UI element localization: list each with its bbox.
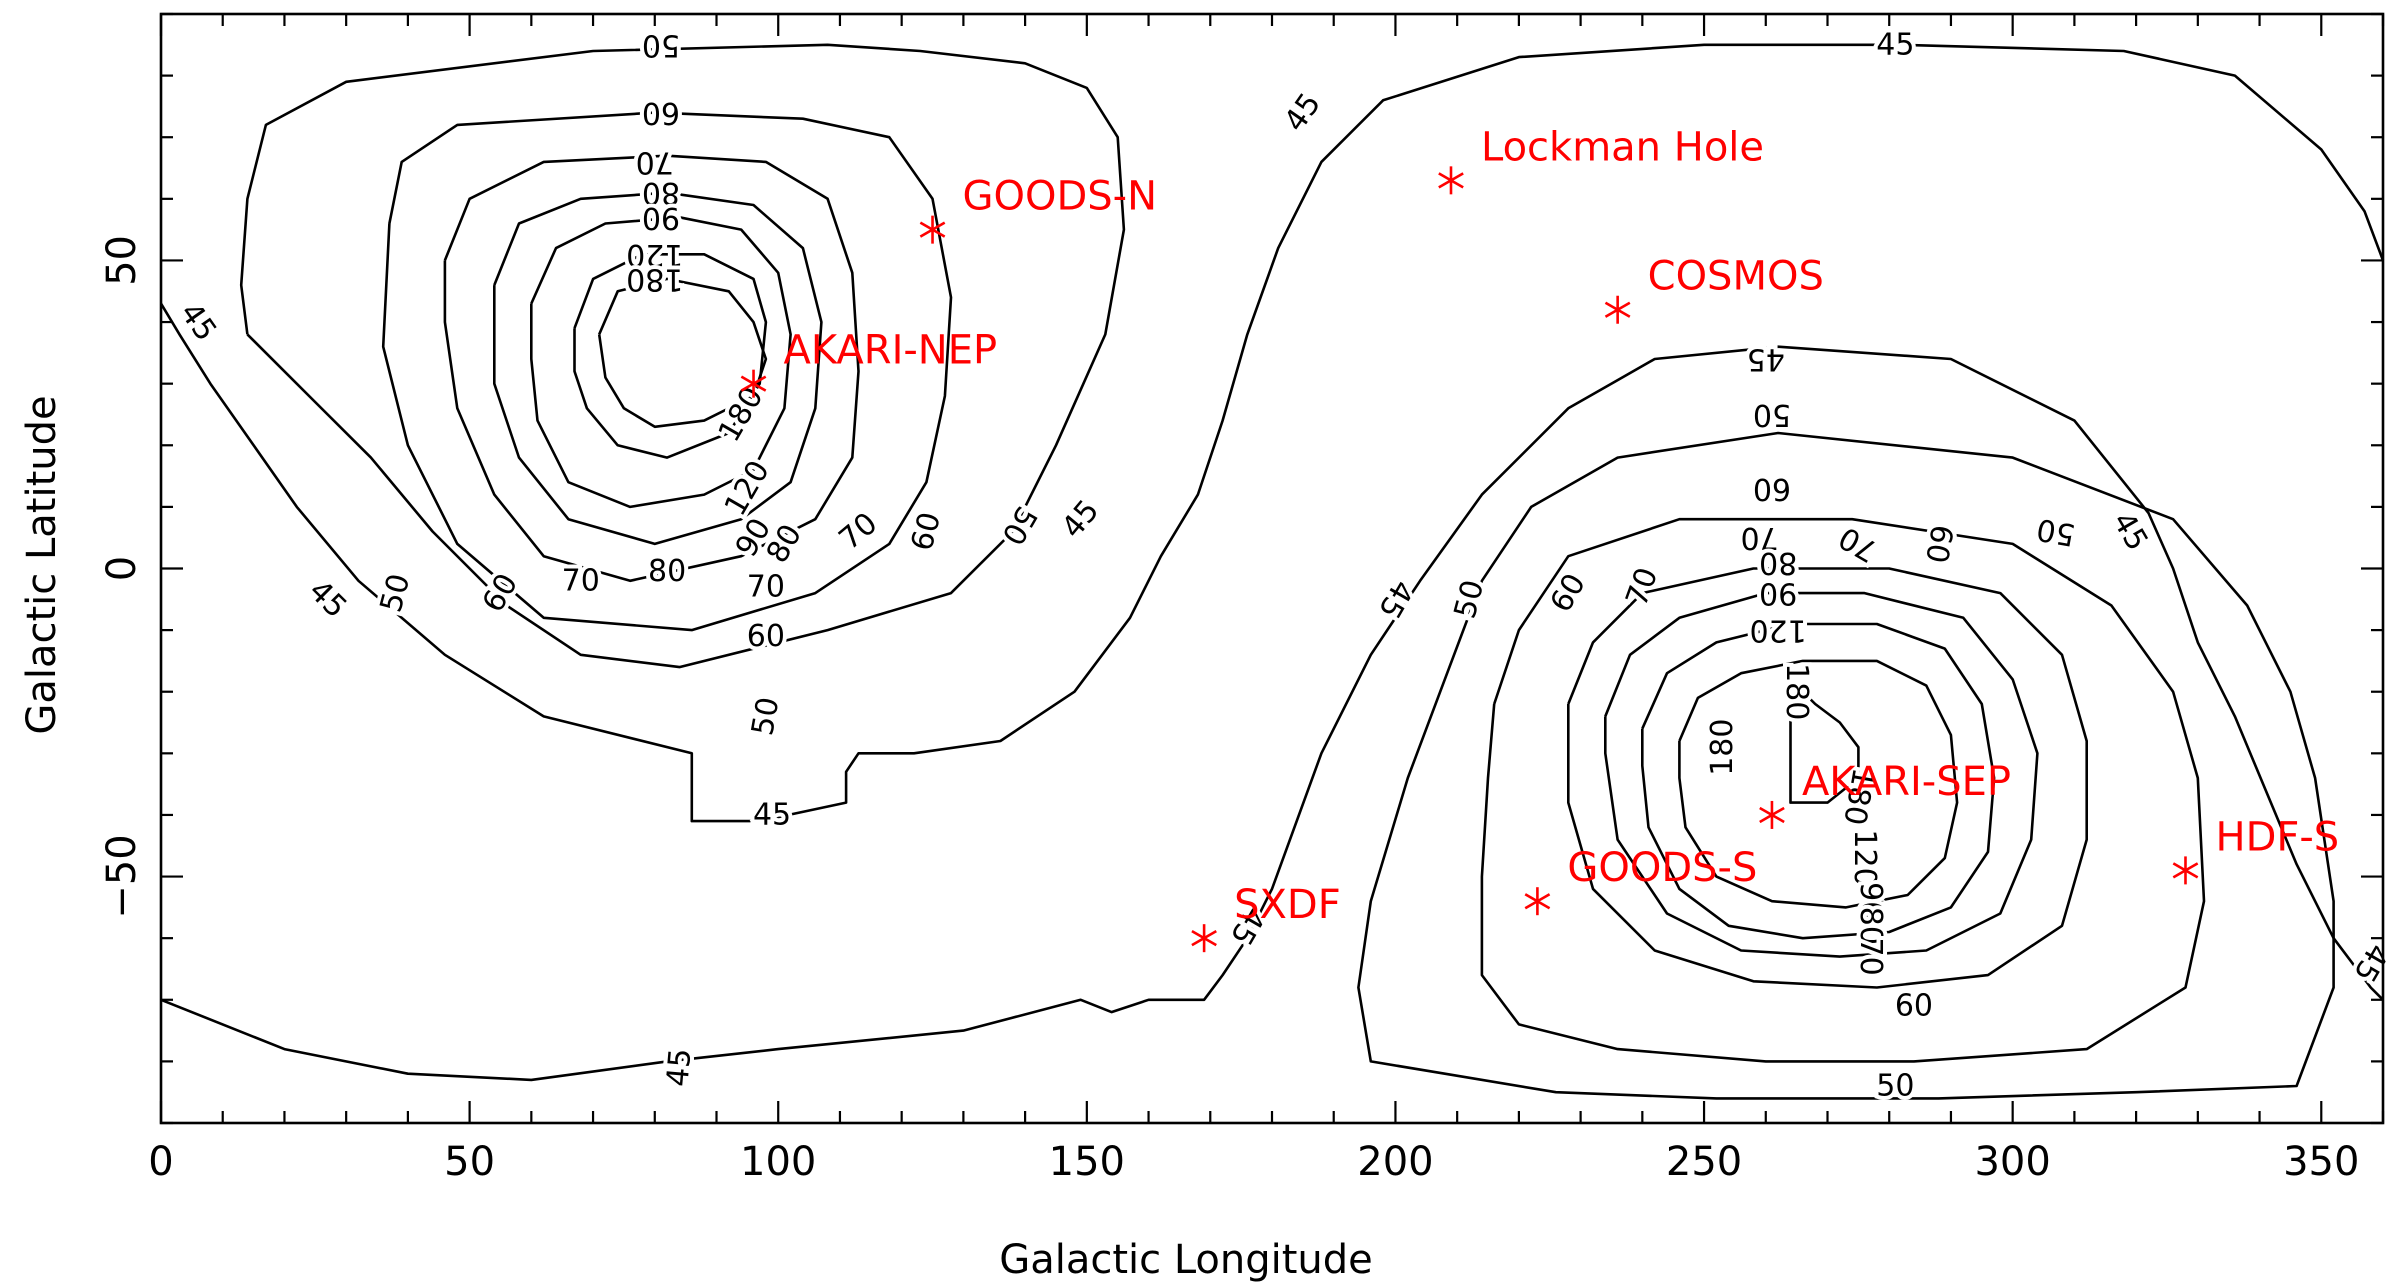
contour-label: 60 bbox=[1895, 988, 1933, 1023]
contour-label: 180 bbox=[1705, 719, 1740, 776]
field-marker bbox=[1759, 800, 1785, 829]
contour-label: 50 bbox=[1753, 397, 1791, 432]
y-axis-label: Galactic Latitude bbox=[19, 395, 65, 734]
contour-120 bbox=[573, 253, 768, 459]
contour-90 bbox=[1641, 622, 1996, 940]
x-tick-label: 0 bbox=[148, 1139, 173, 1185]
field-marker bbox=[2172, 856, 2199, 885]
contour-label: 60 bbox=[1918, 522, 1959, 566]
contour-label: 90 bbox=[1759, 576, 1797, 611]
x-tick-label: 350 bbox=[2283, 1139, 2359, 1185]
contour-label: 45 bbox=[1055, 493, 1106, 545]
field-label: AKARI-SEP bbox=[1802, 759, 2011, 805]
field-label: Lockman Hole bbox=[1481, 124, 1764, 170]
x-tick-label: 50 bbox=[444, 1139, 495, 1185]
contour-180 bbox=[1789, 678, 1860, 804]
contour-label: 120 bbox=[718, 455, 777, 522]
contour-70 bbox=[443, 154, 860, 583]
contour-180 bbox=[597, 277, 768, 429]
field-marker bbox=[1191, 924, 1217, 953]
contour-label: 60 bbox=[642, 95, 680, 130]
contour-label: 45 bbox=[1278, 87, 1329, 138]
x-tick-label: 100 bbox=[740, 1139, 816, 1185]
field-label: AKARI-NEP bbox=[784, 328, 998, 374]
contour-label: 120 bbox=[1749, 613, 1806, 648]
contour-label: 60 bbox=[1753, 471, 1791, 506]
contour-50 bbox=[1357, 431, 2335, 1100]
field-label: SXDF bbox=[1234, 882, 1341, 928]
contour-label: 50 bbox=[2034, 511, 2078, 552]
x-tick-label: 150 bbox=[1049, 1139, 1125, 1185]
field-label: HDF-S bbox=[2215, 814, 2339, 860]
contour-label: 50 bbox=[1448, 576, 1492, 622]
contour-label: 80 bbox=[1853, 907, 1888, 945]
contour-label: 180 bbox=[626, 261, 683, 296]
contour-label: 60 bbox=[905, 509, 949, 555]
contour-label: 90 bbox=[642, 200, 680, 235]
field-label: GOODS-N bbox=[963, 174, 1158, 220]
field-marker bbox=[919, 215, 946, 244]
contour-70 bbox=[1567, 567, 2088, 989]
contour-label: 120 bbox=[1847, 829, 1882, 886]
contour-80 bbox=[493, 191, 823, 546]
y-tick-label: 50 bbox=[99, 235, 145, 286]
axis-ticks: 0 50 100 150 200 250 300 350 −50 0 50 bbox=[99, 12, 2385, 1185]
contour-60 bbox=[1480, 517, 2206, 1063]
contour-label: 90 bbox=[1853, 882, 1888, 920]
field-marker bbox=[1604, 295, 1631, 324]
contour-label: 70 bbox=[1741, 520, 1779, 555]
contour-label: 180 bbox=[712, 381, 771, 448]
x-tick-label: 300 bbox=[1974, 1139, 2050, 1185]
contour-label: 45 bbox=[302, 573, 354, 625]
x-tick-label: 250 bbox=[1666, 1139, 1742, 1185]
contour-label: 70 bbox=[833, 506, 885, 557]
contour-label: 80 bbox=[642, 175, 680, 210]
contour-label: 45 bbox=[753, 797, 791, 832]
contour-120 bbox=[1678, 659, 1959, 909]
contour-label: 70 bbox=[636, 144, 674, 179]
contour-label: 80 bbox=[648, 554, 686, 589]
contour-label: 45 bbox=[1876, 27, 1914, 62]
contour-label: 70 bbox=[1853, 938, 1888, 976]
contour-label: 70 bbox=[747, 569, 785, 604]
contour-label: 70 bbox=[562, 563, 600, 598]
contour-label: 45 bbox=[2346, 938, 2392, 989]
field-marker bbox=[740, 369, 767, 398]
contour-lines bbox=[159, 43, 2385, 1100]
contour-label: 45 bbox=[1747, 342, 1785, 377]
contour-label: 45 bbox=[1371, 574, 1420, 625]
contour-label: 45 bbox=[173, 296, 224, 347]
contour-50 bbox=[239, 43, 1126, 669]
contour-label: 60 bbox=[476, 568, 525, 619]
contour-label: 45 bbox=[660, 1047, 698, 1088]
x-tick-label: 200 bbox=[1357, 1139, 1433, 1185]
contour-label: 45 bbox=[2105, 506, 2154, 557]
contour-60 bbox=[381, 111, 953, 632]
contour-label: 180 bbox=[1779, 663, 1814, 720]
contour-label: 50 bbox=[1876, 1069, 1914, 1104]
y-tick-label: −50 bbox=[99, 834, 145, 918]
field-label: GOODS-S bbox=[1567, 845, 1757, 891]
contour-label: 50 bbox=[745, 695, 786, 739]
contour-80 bbox=[1604, 591, 2039, 958]
contour-label: 80 bbox=[1759, 545, 1797, 580]
contour-label: 50 bbox=[642, 27, 680, 62]
contour-label: 60 bbox=[747, 619, 785, 654]
contour-45 bbox=[160, 345, 2384, 1082]
contour-label: 120 bbox=[626, 237, 683, 272]
contour-label: 50 bbox=[374, 570, 418, 616]
field-marker bbox=[1524, 887, 1551, 916]
contour-90 bbox=[530, 216, 792, 509]
field-label: COSMOS bbox=[1648, 254, 1824, 300]
contour-45 bbox=[159, 43, 2385, 823]
field-marker bbox=[1438, 166, 1464, 195]
survey-fields: Lockman Hole GOODS-N COSMOS AKARI-NEP AKARI-… bbox=[740, 124, 2339, 953]
contour-label: 70 bbox=[1833, 519, 1884, 568]
x-axis-label: Galactic Longitude bbox=[999, 1237, 1373, 1283]
contour-label: 60 bbox=[1544, 568, 1593, 619]
y-tick-label: 0 bbox=[99, 556, 145, 581]
contour-label: 70 bbox=[1619, 563, 1665, 611]
